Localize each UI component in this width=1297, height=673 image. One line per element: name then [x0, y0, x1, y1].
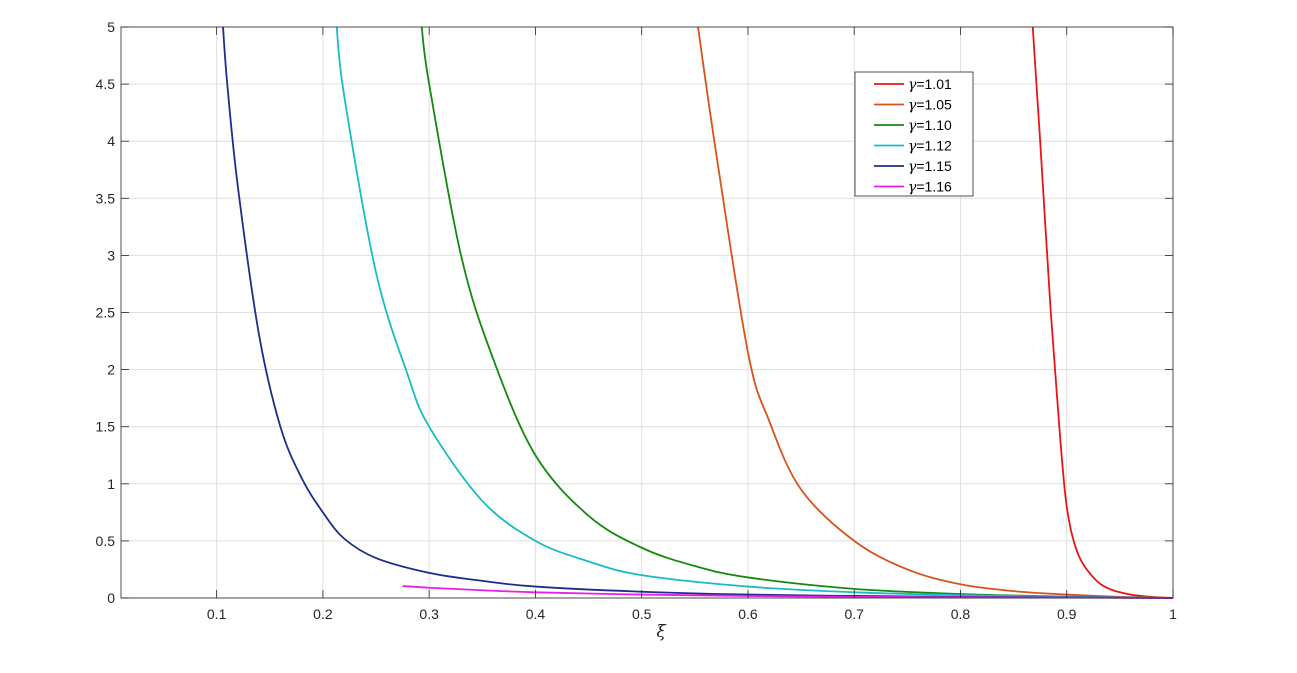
- x-tick-label: 0.1: [207, 606, 227, 622]
- legend-label: γ=1.15: [908, 158, 952, 175]
- legend-entry-1: γ=1.01: [874, 76, 952, 93]
- legend-gamma-symbol: γ: [908, 118, 917, 134]
- series-layer: [222, 26, 1174, 599]
- legend-value: =1.15: [916, 158, 952, 174]
- legend-label: γ=1.10: [908, 117, 952, 134]
- legend-box: [854, 71, 974, 197]
- y-tick-label: 3.5: [96, 190, 116, 206]
- x-tick-label: 0.2: [313, 606, 333, 622]
- x-tick-label: 0.8: [951, 606, 971, 622]
- series-line-3: [420, 26, 1174, 599]
- y-tick-labels: 0 0.5 1 1.5 2 2.5 3 3.5 4 4.5 5: [96, 19, 116, 606]
- y-tick-label: 2.5: [96, 305, 116, 321]
- y-tick-label: 5: [107, 19, 115, 35]
- x-tick-label: 0.9: [1057, 606, 1077, 622]
- y-tick-label: 3: [107, 247, 115, 263]
- legend-gamma-symbol: γ: [908, 139, 917, 155]
- y-tick-label: 1.5: [96, 419, 116, 435]
- legend-value: =1.10: [916, 117, 952, 133]
- series-line-1: [1031, 26, 1174, 599]
- legend-entry-5: γ=1.15: [874, 158, 952, 175]
- legend-label: γ=1.16: [908, 179, 952, 196]
- y-tick-label: 0: [107, 590, 115, 606]
- x-tick-label: 0.6: [738, 606, 758, 622]
- legend-label: γ=1.05: [908, 97, 952, 114]
- y-tick-label: 0.5: [96, 533, 116, 549]
- y-tick-label: 4.5: [96, 76, 116, 92]
- legend-gamma-symbol: γ: [908, 77, 917, 93]
- legend-gamma-symbol: γ: [908, 98, 917, 114]
- legend-value: =1.05: [916, 97, 952, 113]
- legend-label: γ=1.01: [908, 76, 952, 93]
- x-tick-label: 0.4: [526, 606, 546, 622]
- legend-entry-6: γ=1.16: [874, 179, 952, 196]
- x-tick-label: 1: [1169, 606, 1177, 622]
- legend-gamma-symbol: γ: [908, 180, 917, 196]
- legend-value: =1.16: [916, 179, 952, 195]
- axis-ticks: [121, 26, 1174, 599]
- legend-entry-3: γ=1.10: [874, 117, 952, 134]
- y-tick-label: 4: [107, 133, 115, 149]
- legend-label: γ=1.12: [908, 138, 952, 155]
- x-tick-label: 0.5: [632, 606, 652, 622]
- y-tick-label: 1: [107, 476, 115, 492]
- x-tick-labels: 0.1 0.2 0.3 0.4 0.5 0.6 0.7 0.8 0.9 1: [207, 606, 1177, 622]
- legend-value: =1.12: [916, 138, 952, 154]
- x-tick-label: 0.7: [844, 606, 864, 622]
- x-axis-label: ξ: [656, 622, 667, 642]
- y-tick-label: 2: [107, 362, 115, 378]
- legend-entry-4: γ=1.12: [874, 138, 952, 155]
- legend-entry-2: γ=1.05: [874, 97, 952, 114]
- legend: γ=1.01γ=1.05γ=1.10γ=1.12γ=1.15γ=1.16: [854, 71, 974, 197]
- legend-gamma-symbol: γ: [908, 159, 917, 175]
- series-line-6: [402, 585, 1174, 599]
- x-tick-label: 0.3: [419, 606, 439, 622]
- legend-value: =1.01: [916, 76, 952, 92]
